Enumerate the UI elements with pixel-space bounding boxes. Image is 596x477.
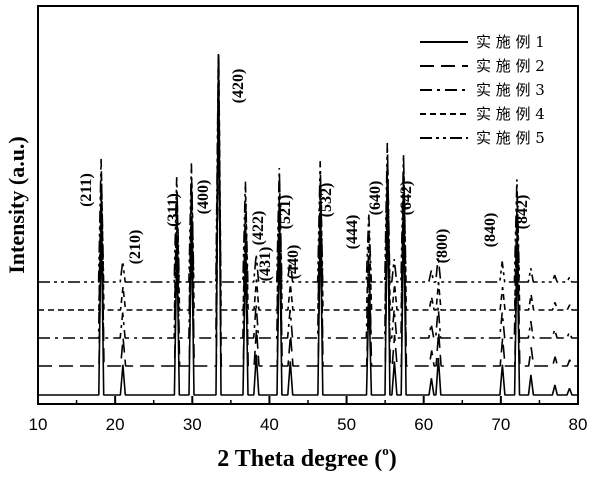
peak-label: (842): [514, 195, 531, 230]
peak-label: (521): [277, 195, 294, 230]
peak-label: (211): [78, 173, 95, 207]
peak-label: (400): [195, 180, 212, 215]
peak-label: (840): [482, 213, 499, 248]
peak-label: (440): [285, 245, 302, 280]
legend: 实 施 例 1 实 施 例 2 实 施 例 3 实 施 例 4 实 施 例 5: [420, 33, 545, 147]
peak-label: (532): [318, 183, 335, 218]
peak-label: (422): [250, 211, 267, 246]
legend-label-2: 实 施 例 2: [476, 57, 545, 75]
peak-label: (210): [127, 230, 144, 265]
x-axis-title-main: 2 Theta degree (: [217, 446, 382, 472]
peak-label: (420): [230, 69, 247, 104]
legend-label-5: 实 施 例 5: [476, 129, 545, 147]
peak-label: (642): [398, 181, 415, 216]
peak-label: (431): [257, 247, 274, 282]
y-axis-title: Intensity (a.u.): [4, 136, 29, 274]
peak-label: (444): [344, 215, 361, 250]
peak-label: (311): [165, 193, 182, 227]
x-axis-title: 2 Theta degree (o): [217, 443, 397, 472]
series-line-2: [38, 55, 578, 367]
peak-label: (640): [367, 181, 384, 216]
x-tick-label: 20: [106, 415, 125, 434]
x-axis-title-close: ): [389, 446, 397, 472]
peak-label: (800): [434, 229, 451, 264]
x-tick-label: 60: [414, 415, 433, 434]
legend-label-4: 实 施 例 4: [476, 105, 545, 123]
legend-label-1: 实 施 例 1: [476, 33, 545, 51]
x-tick-label: 70: [491, 415, 510, 434]
peak-labels: (211) (210) (311) (400) (420) (422)(431)(521)…: [78, 69, 531, 282]
x-tick-label: 80: [569, 415, 588, 434]
x-tick-label: 30: [183, 415, 202, 434]
x-tick-label: 40: [260, 415, 279, 434]
legend-label-3: 实 施 例 3: [476, 81, 545, 99]
x-tick-label: 50: [337, 415, 356, 434]
x-tick-label: 10: [29, 415, 48, 434]
x-axis-ticks: 10 20 30 40 50 60 70 80: [29, 396, 588, 434]
series-layer: [38, 53, 578, 396]
x-axis-title-degree: o: [382, 443, 389, 458]
